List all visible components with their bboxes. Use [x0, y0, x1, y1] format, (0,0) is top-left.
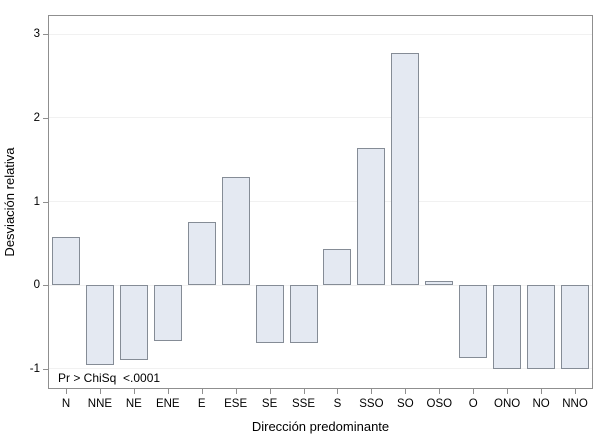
x-tick-mark — [575, 389, 577, 394]
x-tick-label-N: N — [61, 398, 71, 410]
x-tick-label-SSE: SSE — [292, 398, 316, 410]
x-tick-mark — [473, 389, 475, 394]
bar-SSE — [289, 285, 318, 343]
x-tick-mark — [337, 389, 339, 394]
y-tick-mark — [43, 368, 48, 370]
bar-NE — [119, 285, 148, 361]
x-tick-mark — [133, 389, 135, 394]
x-tick-mark — [235, 389, 237, 394]
bar-ESE — [221, 176, 250, 286]
gridline — [49, 201, 592, 203]
x-tick-label-NNO: NNO — [562, 398, 588, 410]
x-tick-mark — [167, 389, 169, 394]
x-tick-label-SSO: SSO — [359, 398, 384, 410]
y-tick-label: -1 — [29, 362, 40, 375]
x-tick-mark — [371, 389, 373, 394]
bar-SO — [391, 52, 420, 286]
bar-O — [459, 285, 488, 358]
x-tick-label-E: E — [197, 398, 206, 410]
x-tick-label-SE: SE — [261, 398, 278, 410]
x-tick-label-S: S — [333, 398, 342, 410]
y-tick-mark — [43, 117, 48, 119]
bar-OSO — [425, 280, 454, 286]
bar-E — [187, 221, 216, 286]
x-tick-mark — [201, 389, 203, 394]
x-tick-label-NE: NE — [125, 398, 142, 410]
x-tick-mark — [99, 389, 101, 394]
bar-NO — [527, 285, 556, 369]
gridline — [49, 368, 592, 370]
bar-NNO — [561, 285, 590, 369]
x-tick-mark — [507, 389, 509, 394]
y-tick-label: 3 — [33, 28, 40, 41]
x-tick-mark — [65, 389, 67, 394]
bar-ONO — [493, 285, 522, 369]
y-tick-label: 1 — [33, 195, 40, 208]
x-axis-title: Dirección predominante — [251, 419, 390, 434]
bar-NNE — [85, 285, 114, 365]
bar-ENE — [153, 285, 182, 342]
x-tick-label-OSO: OSO — [426, 398, 453, 410]
gridline — [49, 284, 592, 286]
gridline — [49, 33, 592, 35]
bar-SSO — [357, 148, 386, 286]
x-tick-label-NNE: NNE — [87, 398, 113, 410]
x-tick-label-ENE: ENE — [155, 398, 180, 410]
x-tick-label-ESE: ESE — [224, 398, 248, 410]
x-tick-mark — [269, 389, 271, 394]
x-tick-label-ONO: ONO — [494, 398, 521, 410]
y-tick-mark — [43, 34, 48, 36]
bar-S — [323, 249, 352, 286]
x-tick-mark — [541, 389, 543, 394]
y-tick-mark — [43, 201, 48, 203]
y-tick-label: 2 — [33, 111, 40, 124]
gridline — [49, 117, 592, 119]
bar-SE — [255, 285, 284, 343]
y-tick-label: 0 — [33, 279, 40, 292]
annotation-pvalue: Pr > ChiSq <.0001 — [58, 371, 161, 385]
y-tick-mark — [43, 285, 48, 287]
x-tick-label-SO: SO — [397, 398, 414, 410]
x-tick-mark — [439, 389, 441, 394]
x-tick-mark — [405, 389, 407, 394]
x-tick-label-NO: NO — [532, 398, 550, 410]
x-tick-mark — [303, 389, 305, 394]
plot-area: Pr > ChiSq <.0001 — [48, 15, 593, 389]
bar-N — [51, 236, 80, 286]
x-tick-label-O: O — [468, 398, 478, 410]
